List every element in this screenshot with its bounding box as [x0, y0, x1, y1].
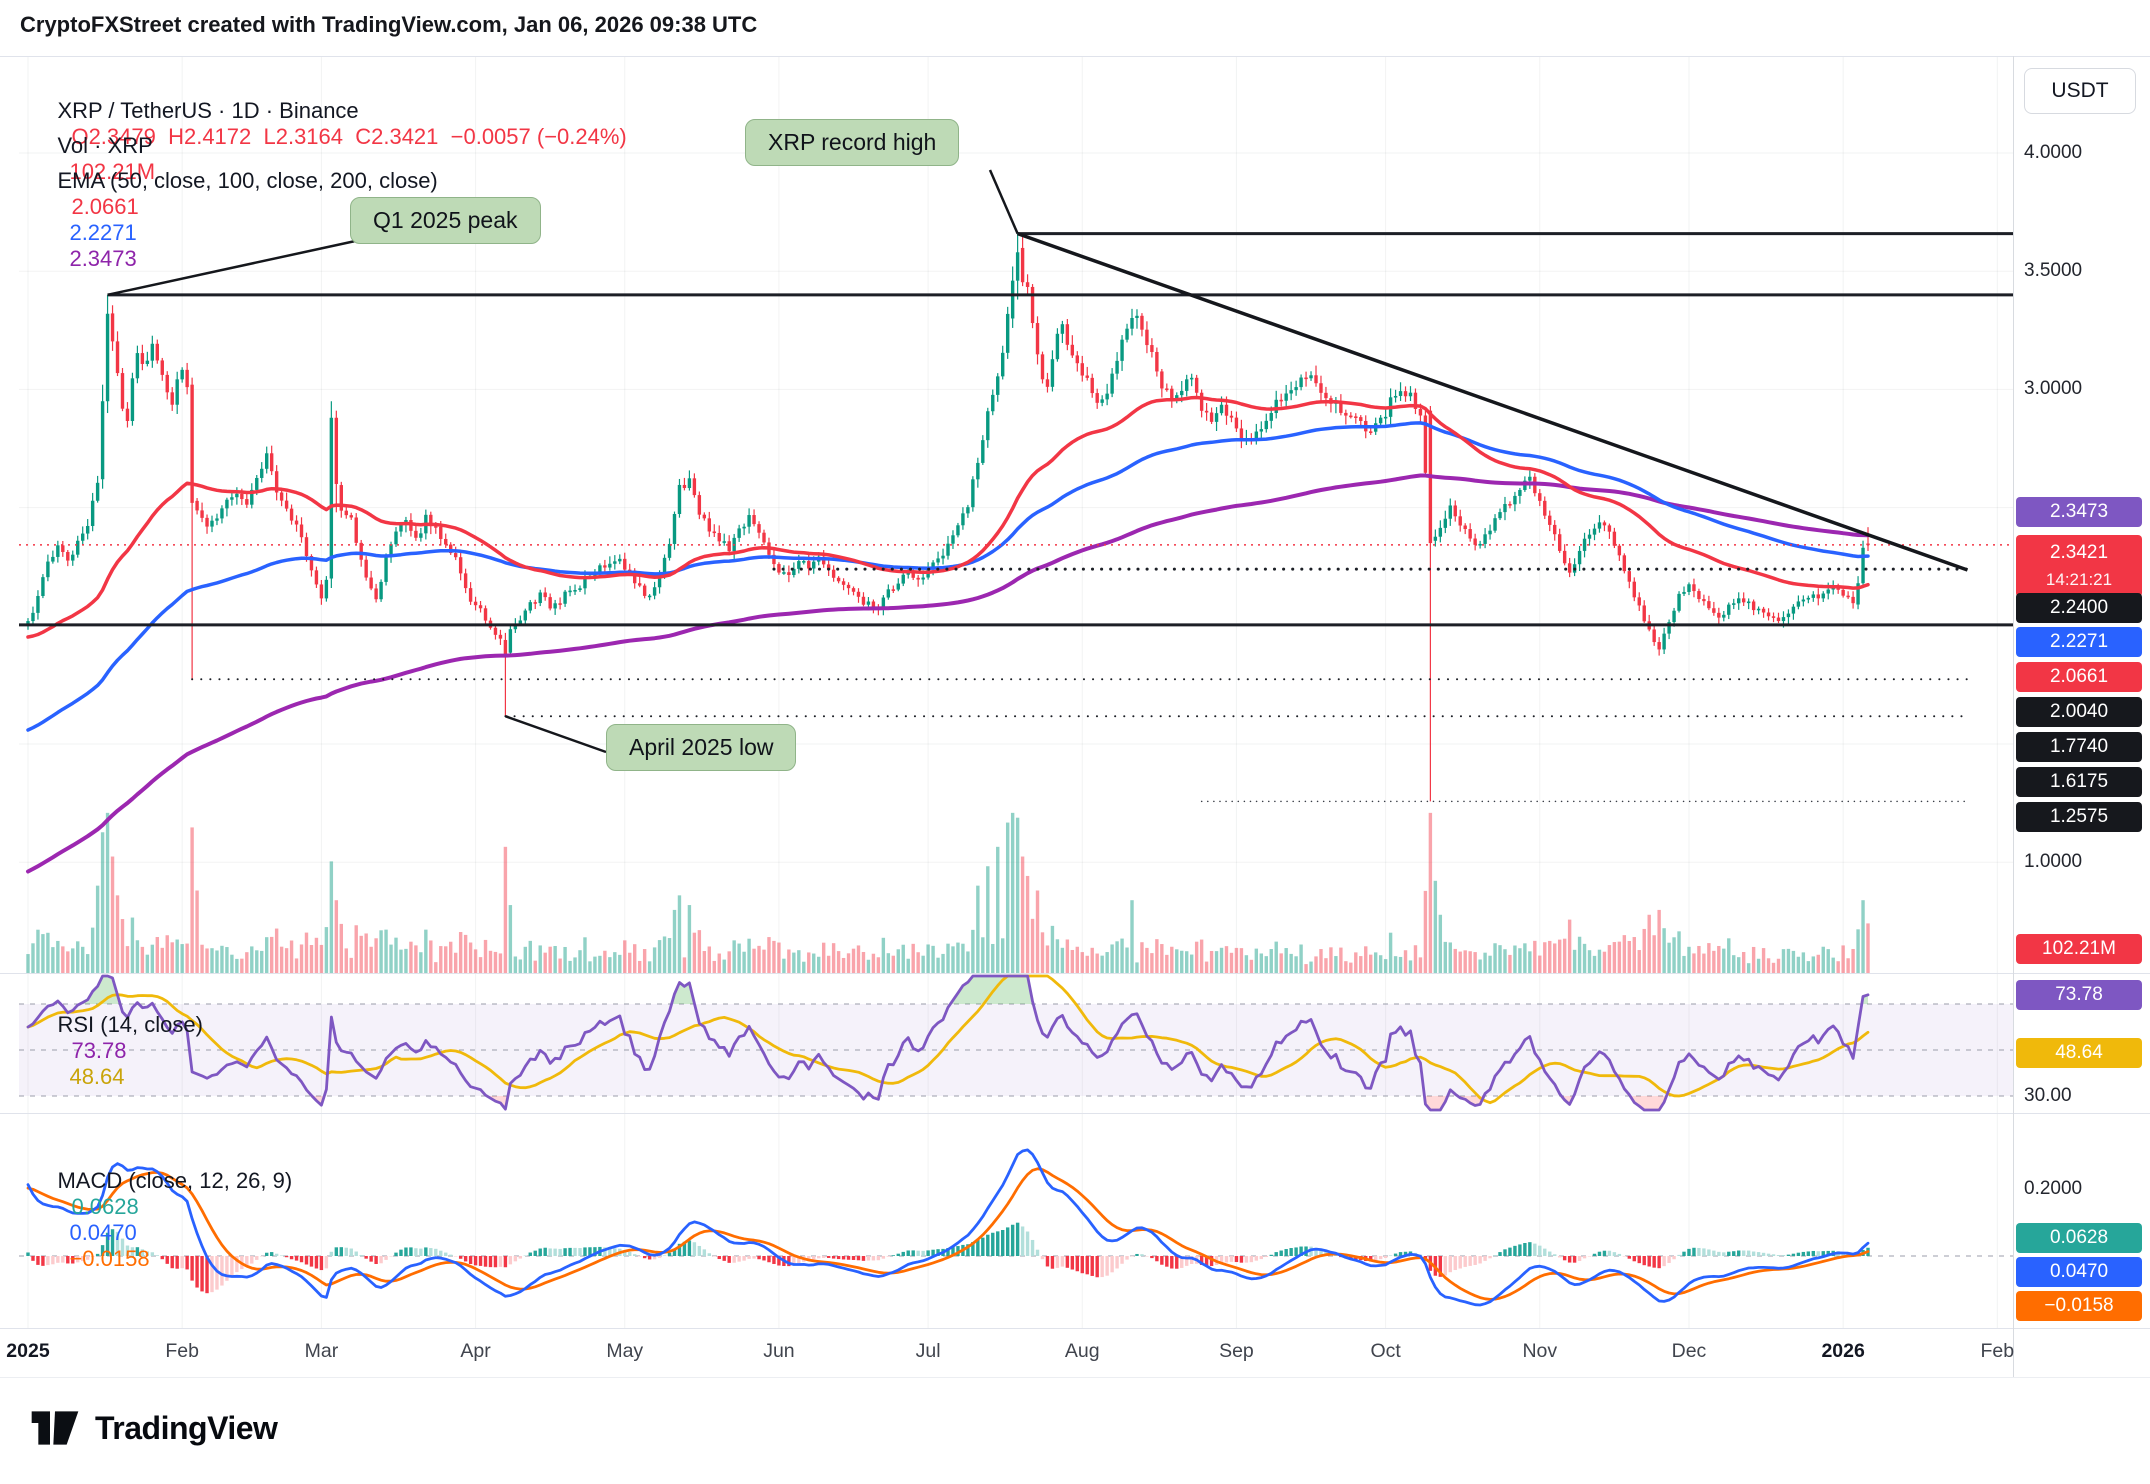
rsi-value: 73.78 — [71, 1038, 127, 1063]
ema-value-200: 2.3473 — [69, 246, 137, 271]
macd-line-value: 0.0470 — [69, 1220, 137, 1245]
annotation-record-high[interactable]: XRP record high — [745, 119, 960, 166]
tradingview-logo-text: TradingView — [95, 1409, 278, 1446]
ema-value-50: 2.0661 — [71, 194, 139, 219]
rsi-ma-value: 48.64 — [69, 1064, 125, 1089]
ema-value-100: 2.2271 — [69, 220, 137, 245]
rsi-legend[interactable]: RSI (14, close) 73.78 48.64 — [33, 986, 203, 1116]
volume-legend[interactable]: Vol · XRP 102.21M — [33, 107, 155, 211]
volume-label: Vol · XRP — [57, 133, 153, 158]
currency-button[interactable]: USDT — [2024, 68, 2136, 114]
macd-label: MACD (close, 12, 26, 9) — [57, 1168, 293, 1193]
symbol-title: XRP / TetherUS · 1D · Binance — [57, 98, 359, 123]
annotation-q1-peak[interactable]: Q1 2025 peak — [350, 197, 541, 244]
attribution-text: CryptoFXStreet created with TradingView.… — [20, 12, 758, 37]
ema-label: EMA (50, close, 100, close, 200, close) — [57, 168, 438, 193]
annotation-april-low[interactable]: April 2025 low — [606, 724, 797, 771]
symbol-legend[interactable]: XRP / TetherUS · 1D · Binance O2.3479 H2… — [33, 72, 627, 176]
ohlc-values: O2.3479 H2.4172 L2.3164 C2.3421 −0.0057 … — [71, 124, 627, 149]
tradingview-logo-icon — [31, 1411, 79, 1445]
macd-signal-value: −0.0158 — [69, 1246, 150, 1271]
macd-hist-value: 0.0628 — [71, 1194, 139, 1219]
rsi-label: RSI (14, close) — [57, 1012, 203, 1037]
ema-legend[interactable]: EMA (50, close, 100, close, 200, close) … — [33, 142, 438, 298]
macd-legend[interactable]: MACD (close, 12, 26, 9) 0.0628 0.0470 −0… — [33, 1142, 292, 1298]
tradingview-logo[interactable]: TradingView — [30, 1408, 278, 1448]
volume-value: 102.21M — [69, 159, 156, 184]
